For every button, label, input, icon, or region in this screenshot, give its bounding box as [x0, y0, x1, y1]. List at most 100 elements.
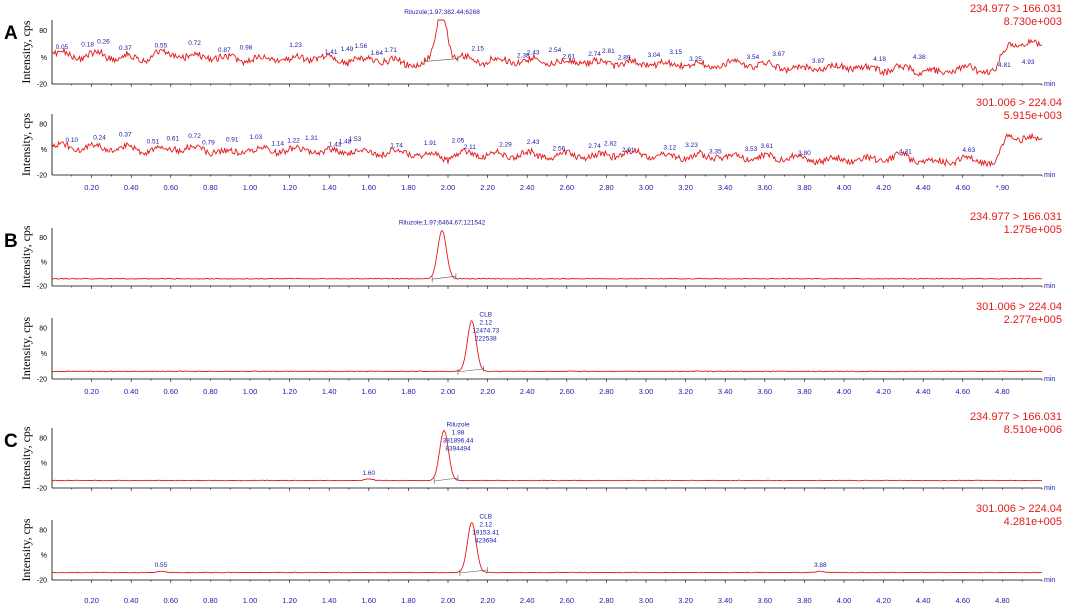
x-tick-label: 4.60 [955, 596, 970, 605]
y-tick-label: -20 [37, 284, 47, 291]
retention-time-label: 3.53 [745, 146, 758, 153]
x-tick-label: 1.20 [282, 183, 297, 192]
x-tick-label: 0.40 [124, 183, 139, 192]
y-tick-label: % [41, 55, 47, 62]
intensity-label: 2.277e+005 [1004, 314, 1062, 326]
panel-letter: B [4, 231, 18, 252]
x-tick-label: 2.80 [599, 596, 614, 605]
retention-time-label: 3.04 [648, 52, 661, 59]
x-tick-label: 2.00 [441, 596, 456, 605]
y-tick-label: 80 [39, 122, 47, 129]
integration-baseline [432, 275, 456, 280]
y-tick-label: 80 [39, 436, 47, 443]
retention-time-label: 2.43 [527, 50, 540, 57]
y-tick-label: 80 [39, 28, 47, 35]
x-tick-label: 1.00 [243, 387, 258, 396]
transition-label: 301.006 > 224.04 [976, 97, 1062, 109]
x-tick-label: 4.60 [955, 387, 970, 396]
retention-time-label: 2.74 [588, 143, 601, 150]
retention-time-label: 0.72 [188, 40, 201, 47]
peak-annotation: CLB [479, 514, 492, 521]
intensity-label: 4.281e+005 [1004, 516, 1062, 528]
retention-time-label: 3.61 [760, 143, 773, 150]
peak-annotation: 12474.73 [472, 328, 499, 335]
x-tick-label: 0.80 [203, 596, 218, 605]
retention-time-label: 2.15 [471, 45, 484, 52]
retention-time-label: 4.18 [873, 56, 886, 63]
x-tick-label: 2.20 [480, 183, 495, 192]
transition-label: 301.006 > 224.04 [976, 301, 1062, 313]
y-axis-label: Intensity, cps [19, 518, 33, 582]
x-tick-label: 2.20 [480, 387, 495, 396]
integration-baseline [424, 58, 458, 62]
x-tick-label: 4.40 [916, 183, 931, 192]
retention-time-label: 0.05 [56, 44, 69, 51]
trace-panel-5: C Intensity, cps 80% -20 min 234.977 > 166.03… [4, 411, 1062, 493]
x-tick-label: 4.40 [916, 387, 931, 396]
integration-baseline [434, 477, 458, 482]
y-tick-label: % [41, 553, 47, 560]
peak-annotation: 381896.44 [443, 438, 474, 445]
chromatogram-trace [51, 230, 1043, 280]
x-tick-label: 0.40 [124, 596, 139, 605]
peak-annotation: 8394494 [445, 446, 471, 453]
x-tick-label: 0.60 [163, 183, 178, 192]
y-tick-label: % [41, 461, 47, 468]
x-tick-label: 2.60 [559, 387, 574, 396]
retention-time-label: 1.60 [362, 470, 375, 477]
retention-time-label: 1.71 [384, 47, 397, 54]
retention-time-label: 2.11 [464, 144, 477, 151]
x-tick-label: 4.20 [876, 387, 891, 396]
x-tick-label: 2.40 [520, 183, 535, 192]
y-tick-label: -20 [37, 486, 47, 493]
intensity-label: 5.915e+003 [1004, 110, 1062, 122]
x-tick-label: 4.00 [837, 596, 852, 605]
peak-annotation: CLB [479, 312, 492, 319]
retention-time-label: 0.18 [81, 41, 94, 48]
retention-time-label: 2.56 [553, 146, 566, 153]
retention-time-label: 1.64 [370, 50, 383, 57]
x-tick-label: 2.80 [599, 183, 614, 192]
x-tick-label: 4.80 [995, 387, 1010, 396]
retention-time-label: 0.91 [226, 137, 239, 144]
peak-annotation: 19153.41 [472, 530, 499, 537]
peak-annotation: 222538 [475, 336, 497, 343]
peak-annotation: 2.12 [479, 320, 492, 327]
x-tick-label: 1.00 [243, 596, 258, 605]
x-tick-label: 4.40 [916, 596, 931, 605]
x-tick-label: 3.80 [797, 183, 812, 192]
x-tick-label: 0.60 [163, 596, 178, 605]
retention-time-label: 3.88 [814, 562, 827, 569]
trace-panel-4: Intensity, cps 80% -20 min 0.20 0.40 0.60 0.80 1… [19, 301, 1062, 396]
intensity-label: 8.730e+003 [1004, 16, 1062, 28]
x-tick-label: 3.60 [757, 387, 772, 396]
x-tick-label: 0.20 [84, 183, 99, 192]
y-tick-label: -20 [37, 578, 47, 585]
retention-time-label: 2.38 [517, 53, 530, 60]
integration-baseline [457, 368, 484, 373]
chromatogram-trace [51, 429, 1043, 482]
retention-time-label: 1.74 [390, 143, 403, 150]
y-tick-label: 80 [39, 326, 47, 333]
transition-label: 234.977 > 166.031 [970, 211, 1062, 223]
peak-annotation: Riluzole;1.97;6464.67;121542 [399, 219, 486, 226]
x-unit-label: min [1044, 283, 1055, 290]
retention-time-label: 1.43 [329, 142, 342, 149]
x-tick-label: 1.60 [361, 387, 376, 396]
y-axis-label: Intensity, cps [19, 20, 33, 84]
x-tick-label: 4.00 [837, 387, 852, 396]
retention-time-label: 0.24 [93, 134, 106, 141]
retention-time-label: 0.72 [188, 133, 201, 140]
x-tick-label: 3.80 [797, 387, 812, 396]
trace-panel-2: Intensity, cps 80% -20 min 0.20 0.40 0.60 0.80 1… [19, 97, 1062, 192]
x-tick-label: *.90 [996, 183, 1009, 192]
retention-time-label: 1.03 [250, 134, 263, 141]
retention-time-label: 3.12 [663, 145, 676, 152]
retention-time-label: 2.91 [622, 147, 635, 154]
y-tick-label: -20 [37, 173, 47, 180]
retention-time-label: 3.54 [747, 54, 760, 61]
x-tick-label: 4.20 [876, 596, 891, 605]
retention-time-label: 3.23 [685, 142, 698, 149]
retention-time-label: 2.54 [549, 47, 562, 54]
